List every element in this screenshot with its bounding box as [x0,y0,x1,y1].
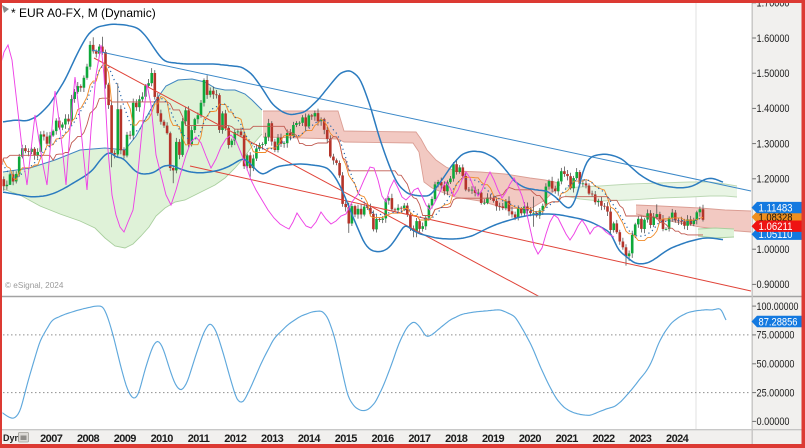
svg-text:1.60000: 1.60000 [757,33,790,45]
svg-text:2010: 2010 [151,433,174,445]
svg-text:2018: 2018 [445,433,468,445]
svg-text:1.30000: 1.30000 [757,138,790,150]
svg-text:1.00000: 1.00000 [757,244,790,256]
svg-text:2015: 2015 [335,433,358,445]
svg-text:2007: 2007 [40,433,63,445]
svg-text:2017: 2017 [408,433,431,445]
svg-text:Dyn: Dyn [3,433,20,443]
svg-text:2019: 2019 [482,433,505,445]
svg-text:2016: 2016 [372,433,395,445]
svg-text:2020: 2020 [519,433,542,445]
svg-text:87.28856: 87.28856 [759,317,798,329]
svg-text:2022: 2022 [592,433,615,445]
svg-text:1.20000: 1.20000 [757,174,790,186]
svg-text:* EUR A0-FX, M (Dynamic): * EUR A0-FX, M (Dynamic) [11,6,156,20]
svg-text:1.40000: 1.40000 [757,103,790,115]
svg-text:2014: 2014 [298,433,322,445]
svg-text:2023: 2023 [629,433,652,445]
svg-text:1.70000: 1.70000 [757,0,790,10]
svg-text:0.00000: 0.00000 [757,416,790,428]
svg-text:© eSignal, 2024: © eSignal, 2024 [5,281,64,290]
svg-text:2008: 2008 [77,433,100,445]
svg-text:2021: 2021 [556,433,579,445]
svg-text:50.00000: 50.00000 [757,359,795,371]
svg-text:0.90000: 0.90000 [757,279,790,291]
svg-text:75.00000: 75.00000 [757,330,795,342]
svg-text:25.00000: 25.00000 [757,387,795,399]
svg-text:1.06211: 1.06211 [759,221,793,233]
svg-text:2013: 2013 [261,433,284,445]
svg-text:2009: 2009 [114,433,137,445]
svg-text:1.11483: 1.11483 [759,203,793,215]
svg-text:2024: 2024 [666,433,690,445]
svg-text:1.50000: 1.50000 [757,68,790,80]
svg-text:2011: 2011 [188,433,210,445]
svg-text:1.05110: 1.05110 [759,229,793,241]
svg-text:100.00000: 100.00000 [757,301,799,313]
svg-text:2012: 2012 [224,433,247,445]
